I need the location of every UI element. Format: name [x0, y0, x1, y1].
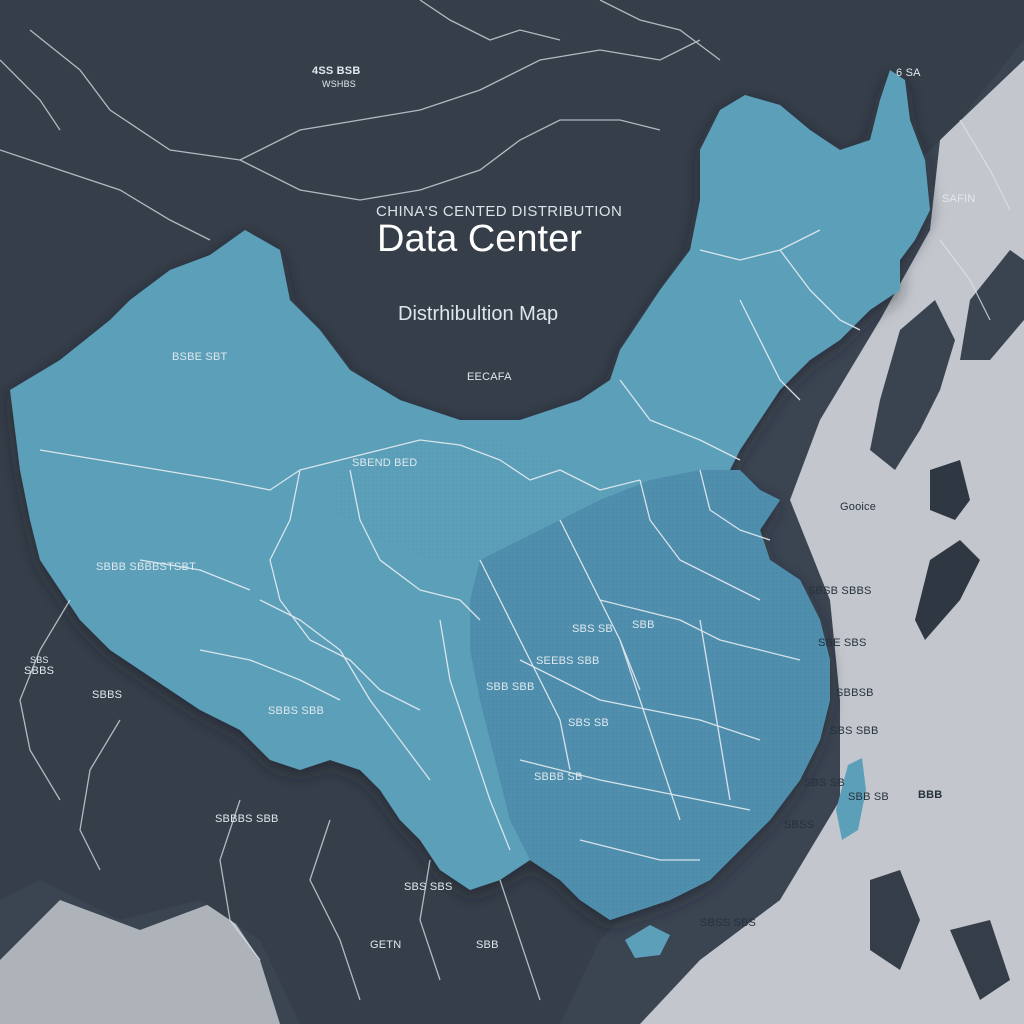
label-central-e: SBS SB	[568, 717, 609, 729]
label-west-edge: SBBS	[24, 665, 55, 677]
label-central-b: SBB	[632, 619, 655, 631]
label-east-coast-g: SBSS	[784, 819, 815, 831]
taiwan-island	[836, 758, 866, 840]
label-northeast-right: SAFIN	[942, 193, 976, 205]
label-east-coast-a: Gooice	[840, 501, 877, 513]
label-top-center: 4SS BSB	[312, 65, 361, 77]
hainan-island	[625, 925, 670, 958]
philippines	[870, 870, 920, 970]
north-central-dots	[330, 440, 600, 560]
label-central-d: SBB SBB	[486, 681, 535, 693]
label-east-coast-d: SBBSB	[836, 687, 874, 699]
label-north-central: SBEND BED	[352, 457, 418, 469]
label-top-right: 6 SA	[896, 67, 921, 79]
label-top-center-sub: WSHBS	[322, 79, 357, 89]
label-bottom-left: GETN	[370, 939, 402, 951]
label-central-c: SEEBS SBB	[536, 655, 600, 667]
label-west-left: SBBB SBBBSTSBT	[96, 561, 197, 573]
label-taiwan: SBB SB	[848, 791, 889, 803]
title-kicker: CHINA'S CENTED DISTRIBUTION	[376, 203, 623, 220]
label-mongolia: EECAFA	[467, 371, 512, 383]
ryukyu	[915, 540, 980, 640]
label-east-coast-f: SBS SB	[804, 777, 845, 789]
label-northwest: BSBE SBT	[172, 351, 228, 363]
province-borders	[39, 229, 861, 861]
korea-peninsula	[870, 300, 955, 470]
label-bottom-mid: SBB	[476, 939, 499, 951]
country-borders	[0, 0, 1011, 1001]
label-south-b: SBS SBS	[404, 881, 453, 893]
japan-south	[930, 460, 970, 520]
sea-south-west	[0, 900, 280, 1024]
title-sub: Distrhibultion Map	[398, 303, 559, 325]
label-tibet: SBBS SBB	[268, 705, 325, 717]
sea-east	[640, 60, 1024, 1024]
label-east-coast-b: SBSB SBBS	[808, 585, 872, 597]
label-pacific: BBB	[918, 789, 943, 801]
label-east-coast-c: SBE SBS	[818, 637, 867, 649]
label-south-tibet: SBBBS SBB	[215, 813, 279, 825]
label-southwest-a: SBBS	[92, 689, 123, 701]
label-central-a: SBS SB	[572, 623, 613, 635]
japan-islands	[960, 250, 1024, 360]
label-east-coast-e: SBS SBB	[830, 725, 879, 737]
label-west-edge-top: SBS	[30, 655, 49, 665]
label-central-f: SBBB SB	[534, 771, 583, 783]
philippines-b	[950, 920, 1010, 1000]
label-south-a: SBSS SBS	[700, 917, 757, 929]
title-main: Data Center	[377, 218, 582, 260]
